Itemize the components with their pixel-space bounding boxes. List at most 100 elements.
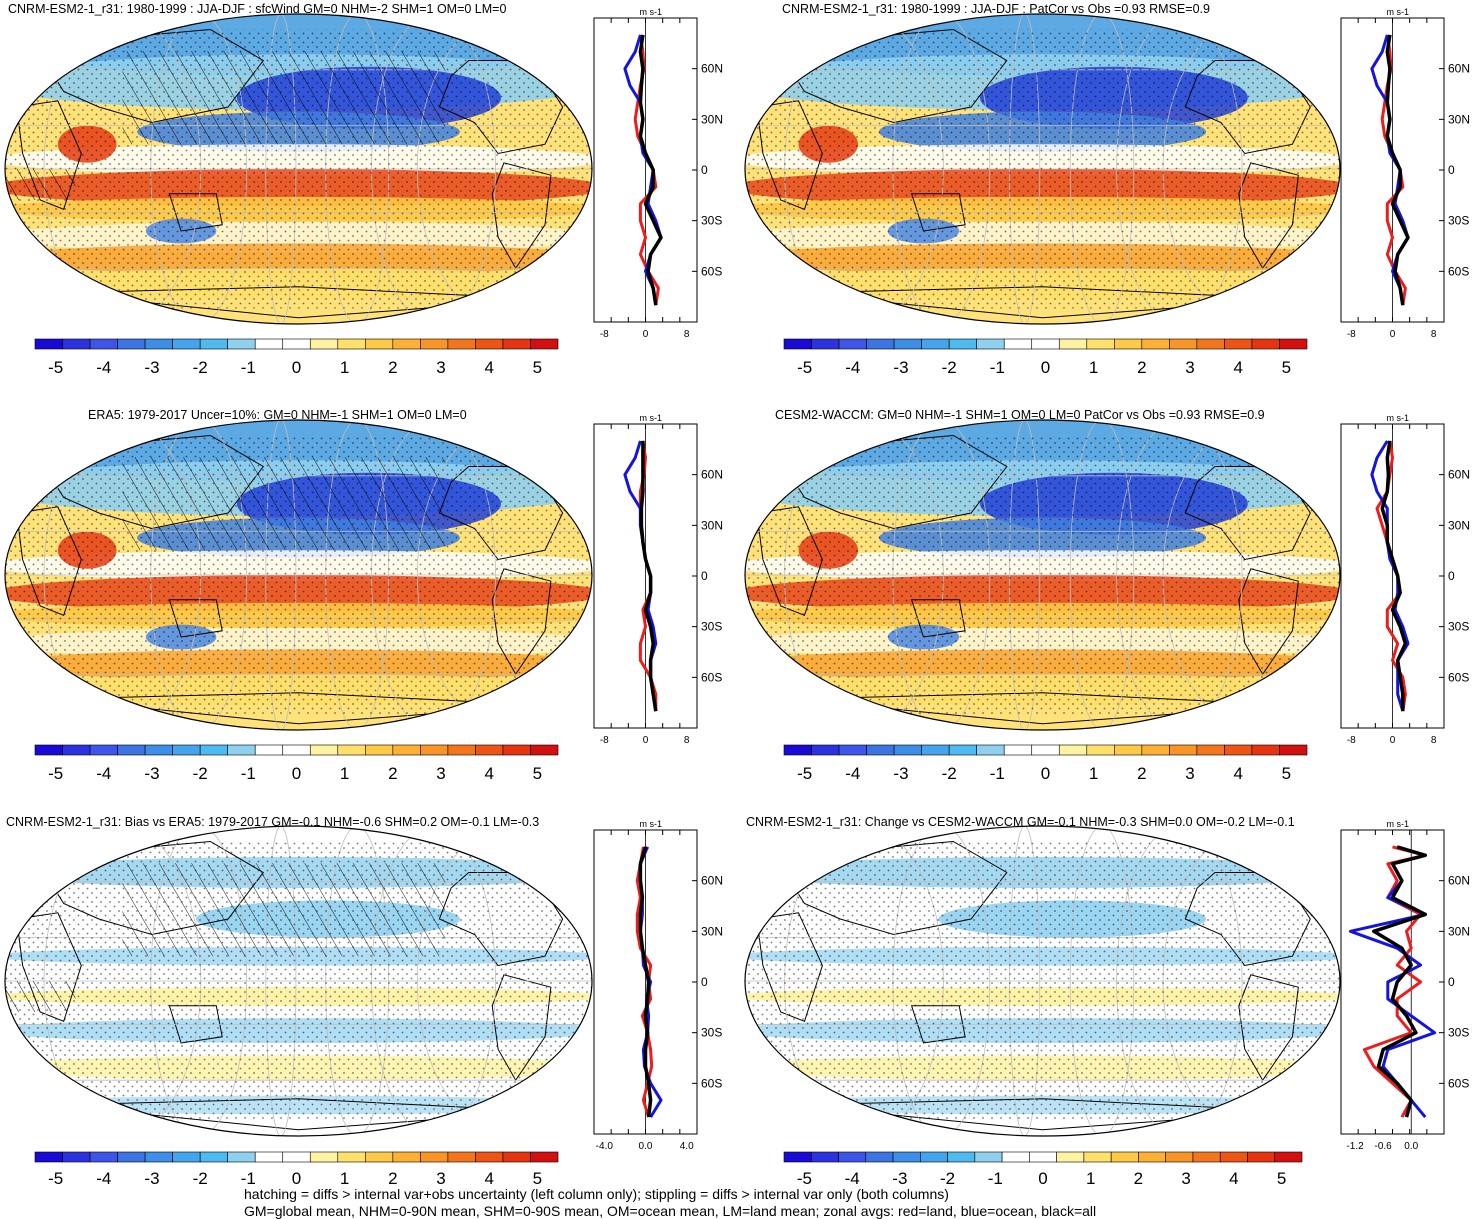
x-tick-label: 0 bbox=[1390, 329, 1396, 340]
colorbar-swatch bbox=[34, 744, 63, 756]
colorbar-swatch bbox=[309, 338, 339, 350]
colorbar-swatch bbox=[530, 338, 559, 350]
colorbar-swatch bbox=[447, 744, 476, 756]
x-tick-label: 8 bbox=[1431, 329, 1437, 340]
colorbar-tick-label: 2 bbox=[388, 1169, 397, 1188]
stippling bbox=[745, 841, 1340, 1121]
colorbar-swatch bbox=[921, 338, 950, 350]
lat-tick-label: 30S bbox=[1448, 620, 1469, 634]
footer-note-means: GM=global mean, NHM=0-90N mean, SHM=0-90… bbox=[244, 1203, 1097, 1219]
map-panel bbox=[744, 419, 1341, 731]
colorbar-tick-label: -1 bbox=[241, 1169, 256, 1188]
colorbar-swatch bbox=[447, 338, 476, 350]
colorbar-tick-label: 3 bbox=[436, 1169, 445, 1188]
colorbar-tick-label: -3 bbox=[892, 1169, 907, 1188]
colorbar-tick-label: 4 bbox=[484, 1169, 493, 1188]
lat-tick-label: 60S bbox=[701, 264, 722, 278]
colorbar-swatch bbox=[1058, 744, 1088, 756]
colorbar: -5 -4 -3 -2 -1 0 1 2 3 4 5 bbox=[34, 744, 559, 783]
colorbar-tick-label: -2 bbox=[940, 1169, 955, 1188]
units-label: m s-1 bbox=[1387, 819, 1410, 829]
colorbar-swatch bbox=[1029, 1151, 1057, 1163]
colorbar-swatch bbox=[948, 744, 977, 756]
colorbar-tick-label: 4 bbox=[1233, 358, 1242, 377]
colorbar-swatch bbox=[365, 1151, 394, 1163]
colorbar-swatch bbox=[227, 744, 256, 756]
colorbar-swatch bbox=[1224, 338, 1253, 350]
x-tick-label: -8 bbox=[600, 735, 609, 746]
colorbar-swatch bbox=[392, 1151, 421, 1163]
lat-tick-label: 30S bbox=[1448, 1026, 1469, 1040]
colorbar-swatch bbox=[530, 1151, 559, 1163]
x-tick-label: 8 bbox=[1431, 735, 1437, 746]
colorbar-tick-label: 4 bbox=[484, 764, 493, 783]
units-label: m s-1 bbox=[1387, 413, 1410, 423]
units-label: m s-1 bbox=[640, 819, 663, 829]
stippling bbox=[745, 29, 1340, 309]
map-panel bbox=[744, 825, 1341, 1137]
colorbar-swatch bbox=[1165, 1151, 1194, 1163]
colorbar-swatch bbox=[1141, 744, 1170, 756]
colorbar-swatch bbox=[866, 744, 895, 756]
colorbar-tick-label: 1 bbox=[340, 358, 349, 377]
colorbar-tick-label: -1 bbox=[990, 764, 1005, 783]
colorbar-tick-label: 3 bbox=[1185, 358, 1194, 377]
colorbar-tick-label: 1 bbox=[1089, 358, 1098, 377]
x-tick-label: -8 bbox=[600, 329, 609, 340]
colorbar-tick-label: 3 bbox=[1185, 764, 1194, 783]
colorbar-swatch bbox=[783, 1151, 812, 1163]
map-border bbox=[4, 825, 593, 1137]
lat-tick-label: 60N bbox=[1448, 468, 1470, 482]
zonal-mean-plot: 60N 30N 0 30S 60S m s-1 -1.2 -0.6 0.0 bbox=[1340, 819, 1470, 1152]
colorbar-swatch bbox=[1083, 1151, 1112, 1163]
panel-title: CNRM-ESM2-1_r31: 1980-1999 : JJA-DJF : P… bbox=[782, 2, 1210, 16]
map-panel bbox=[4, 13, 593, 325]
colorbar-swatch bbox=[1114, 744, 1143, 756]
colorbar-swatch bbox=[783, 744, 812, 756]
colorbar-tick-label: 5 bbox=[533, 358, 542, 377]
colorbar-swatch bbox=[865, 1151, 894, 1163]
colorbar-tick-label: -5 bbox=[48, 358, 63, 377]
colorbar-swatch bbox=[838, 744, 867, 756]
colorbar-swatch bbox=[62, 744, 91, 756]
hatching bbox=[122, 863, 446, 957]
colorbar-swatch bbox=[948, 338, 977, 350]
lat-tick-label: 60N bbox=[701, 468, 723, 482]
colorbar-swatch bbox=[1110, 1151, 1139, 1163]
colorbar-swatch bbox=[1058, 338, 1088, 350]
colorbar-swatch bbox=[199, 1151, 228, 1163]
colorbar-tick-label: 0 bbox=[1041, 358, 1050, 377]
series-line-all bbox=[638, 846, 653, 1118]
stippling bbox=[745, 435, 1340, 715]
colorbar-swatch bbox=[1031, 338, 1060, 350]
colorbar-tick-label: -5 bbox=[797, 764, 812, 783]
zonal-mean-plot: 60N 30N 0 30S 60S m s-1 -8 0 8 bbox=[593, 7, 723, 340]
map-border bbox=[4, 419, 593, 731]
map-border bbox=[744, 13, 1341, 325]
colorbar-swatch bbox=[893, 338, 922, 350]
colorbar-swatch bbox=[838, 1151, 867, 1163]
x-tick-label: -1.2 bbox=[1346, 1141, 1364, 1152]
panel-title: CNRM-ESM2-1_r31: Change vs CESM2-WACCM G… bbox=[746, 815, 1295, 829]
colorbar-swatch bbox=[309, 1151, 339, 1163]
lat-tick-label: 0 bbox=[701, 569, 708, 583]
map-border bbox=[744, 825, 1341, 1137]
colorbar-swatch bbox=[282, 338, 311, 350]
footer-note-hatching: hatching = diffs > internal var+obs unce… bbox=[244, 1186, 949, 1202]
x-tick-label: 0.0 bbox=[639, 1141, 653, 1152]
colorbar-swatch bbox=[1224, 744, 1253, 756]
colorbar-swatch bbox=[309, 744, 339, 756]
x-tick-label: 8 bbox=[684, 735, 690, 746]
x-tick-label: 0 bbox=[1390, 735, 1396, 746]
colorbar-swatch bbox=[1001, 1151, 1030, 1163]
colorbar-tick-label: 0 bbox=[1038, 1169, 1047, 1188]
lat-tick-label: 30N bbox=[1448, 924, 1470, 938]
x-tick-label: 0.0 bbox=[1404, 1141, 1418, 1152]
colorbar: -5 -4 -3 -2 -1 0 1 2 3 4 5 bbox=[783, 744, 1308, 783]
colorbar-tick-label: 1 bbox=[340, 1169, 349, 1188]
x-tick-label: -8 bbox=[1347, 735, 1356, 746]
lat-tick-label: 60N bbox=[1448, 874, 1470, 888]
hatching bbox=[122, 457, 446, 551]
zonal-mean-plot: 60N 30N 0 30S 60S m s-1 -4.0 0.0 4.0 bbox=[593, 819, 723, 1152]
lat-tick-label: 0 bbox=[1448, 975, 1455, 989]
